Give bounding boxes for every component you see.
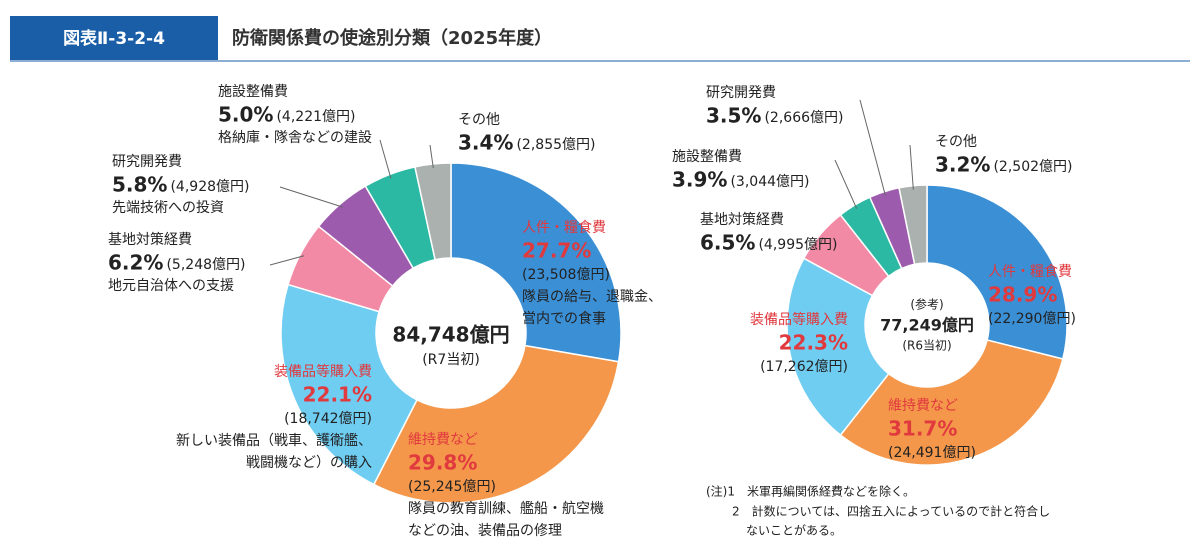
donut-slice xyxy=(280,283,418,486)
slice-description: 隊員の教育訓練、艦船・航空機 xyxy=(408,501,604,517)
slice-name: 人件・糧食費 xyxy=(988,263,1072,280)
slice-amount: (2,666億円) xyxy=(764,110,843,126)
donut-slice xyxy=(450,162,622,363)
slice-description: などの油、装備品の修理 xyxy=(408,523,562,539)
slice-value-label: 22.3% xyxy=(779,331,848,355)
donut-slice xyxy=(414,162,452,261)
slice-value-label: 5.8% xyxy=(112,173,167,197)
slice-name: 人件・糧食費 xyxy=(522,219,606,236)
slice-value-label: 22.1% xyxy=(303,383,372,407)
donut-slice xyxy=(898,184,928,266)
slice-name: 研究開発費 xyxy=(112,154,182,170)
center-label: 84,748億円 xyxy=(392,323,509,347)
slice-name: 維持費など xyxy=(408,432,478,448)
slice-amount: (4,928億円) xyxy=(170,179,249,195)
leader-line xyxy=(269,255,305,266)
note: 2 計数については、四捨五入によっているので計と符合し xyxy=(732,504,1050,519)
figure-number: 図表Ⅱ-3-2-4 xyxy=(63,28,165,49)
slice-value-label: 3.4% xyxy=(458,131,513,155)
donut-hole xyxy=(866,264,988,386)
slice-amount: (2,855億円) xyxy=(516,137,595,153)
donut-slice xyxy=(926,184,1068,360)
leader-line xyxy=(379,139,392,179)
leader-line xyxy=(909,144,914,190)
slice-amount: (4,221億円) xyxy=(276,109,355,125)
slice-value-label: 5.0% xyxy=(218,103,273,127)
center-label: 77,249億円 xyxy=(880,316,974,335)
slice-amount: (23,508億円) xyxy=(522,267,610,283)
slice-description: 新しい装備品（戦車、護衛艦、 xyxy=(176,432,372,449)
slice-description: 地元自治体への支援 xyxy=(108,278,234,294)
slice-value-label: 3.5% xyxy=(706,104,761,128)
donut-slice xyxy=(786,257,890,437)
slice-description: 隊員の給与、退職金、 xyxy=(522,289,662,305)
slice-name: その他 xyxy=(935,134,977,150)
slice-name: 施設整備費 xyxy=(218,84,288,100)
slice-value-label: 28.9% xyxy=(988,283,1057,307)
slice-name: 維持費など xyxy=(888,398,958,414)
slice-value-label: 6.2% xyxy=(108,251,163,275)
leader-line xyxy=(429,144,434,169)
leader-line xyxy=(819,237,824,246)
slice-name: 基地対策経費 xyxy=(108,231,192,248)
donut-hole xyxy=(377,259,525,407)
chart-title: 防衛関係費の使途別分類（2025年度） xyxy=(232,27,552,49)
leader-line xyxy=(279,186,343,208)
leader-line xyxy=(859,99,886,196)
slice-name: 施設整備費 xyxy=(672,149,742,165)
slice-name: 装備品等購入費 xyxy=(274,363,372,380)
slice-value-label: 6.5% xyxy=(700,231,755,255)
slice-value-label: 27.7% xyxy=(522,239,591,263)
leader-line xyxy=(834,159,858,209)
slice-amount: (24,491億円) xyxy=(888,445,976,461)
slice-description: 先端技術への投資 xyxy=(112,200,224,216)
slice-amount: (4,995億円) xyxy=(758,237,837,253)
slice-name: その他 xyxy=(458,112,500,128)
slice-name: 装備品等購入費 xyxy=(750,311,848,328)
slice-value-label: 3.2% xyxy=(935,153,990,177)
figure-badge xyxy=(10,16,218,60)
slice-amount: (17,262億円) xyxy=(760,359,848,375)
note: (注)1 米軍再編関係経費などを除く。 xyxy=(706,484,915,499)
donut-slice xyxy=(839,339,1064,466)
center-label: (R6当初) xyxy=(902,339,951,353)
slice-description: 営内での食事 xyxy=(522,310,606,327)
slice-value-label: 31.7% xyxy=(888,417,957,441)
slice-amount: (2,502億円) xyxy=(993,159,1072,175)
center-label: (R7当初) xyxy=(422,351,480,368)
slice-amount: (3,044億円) xyxy=(730,174,809,190)
slice-name: 基地対策経費 xyxy=(700,211,784,228)
note: ないことがある。 xyxy=(746,523,842,538)
slice-description: 戦闘機など）の購入 xyxy=(246,455,372,471)
slice-value-label: 29.8% xyxy=(408,451,477,475)
slice-value-label: 3.9% xyxy=(672,168,727,192)
slice-amount: (25,245億円) xyxy=(408,479,496,495)
slice-amount: (5,248億円) xyxy=(166,257,245,273)
donut-slice xyxy=(372,344,620,504)
slice-name: 研究開発費 xyxy=(706,85,776,101)
slice-description: 格納庫・隊舎などの建設 xyxy=(218,129,372,146)
slice-amount: (22,290億円) xyxy=(988,311,1076,327)
center-label: (参考) xyxy=(910,297,943,312)
slice-amount: (18,742億円) xyxy=(284,411,372,427)
